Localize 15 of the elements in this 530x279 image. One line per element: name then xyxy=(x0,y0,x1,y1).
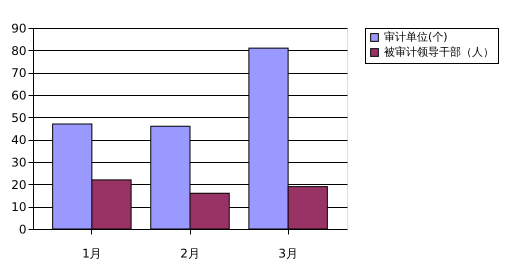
y-tick-label: 40 xyxy=(11,133,26,148)
y-tick-label: 10 xyxy=(11,200,26,214)
y-tick-label: 30 xyxy=(11,156,26,170)
legend-label: 被审计领导干部（人） xyxy=(384,46,494,58)
y-tick-label: 60 xyxy=(11,88,26,102)
y-tick-label: 0 xyxy=(18,222,26,236)
y-tick-label: 70 xyxy=(11,66,26,80)
x-tick-label: 2月 xyxy=(180,246,200,260)
y-tick-label: 90 xyxy=(11,22,26,36)
y-tick-label: 80 xyxy=(11,44,26,58)
x-tick-label: 3月 xyxy=(278,246,298,260)
y-tick-label: 50 xyxy=(11,110,26,125)
legend-label: 审计单位(个) xyxy=(384,30,448,44)
x-tick-label: 1月 xyxy=(82,246,102,260)
y-tick-label: 20 xyxy=(11,178,26,192)
